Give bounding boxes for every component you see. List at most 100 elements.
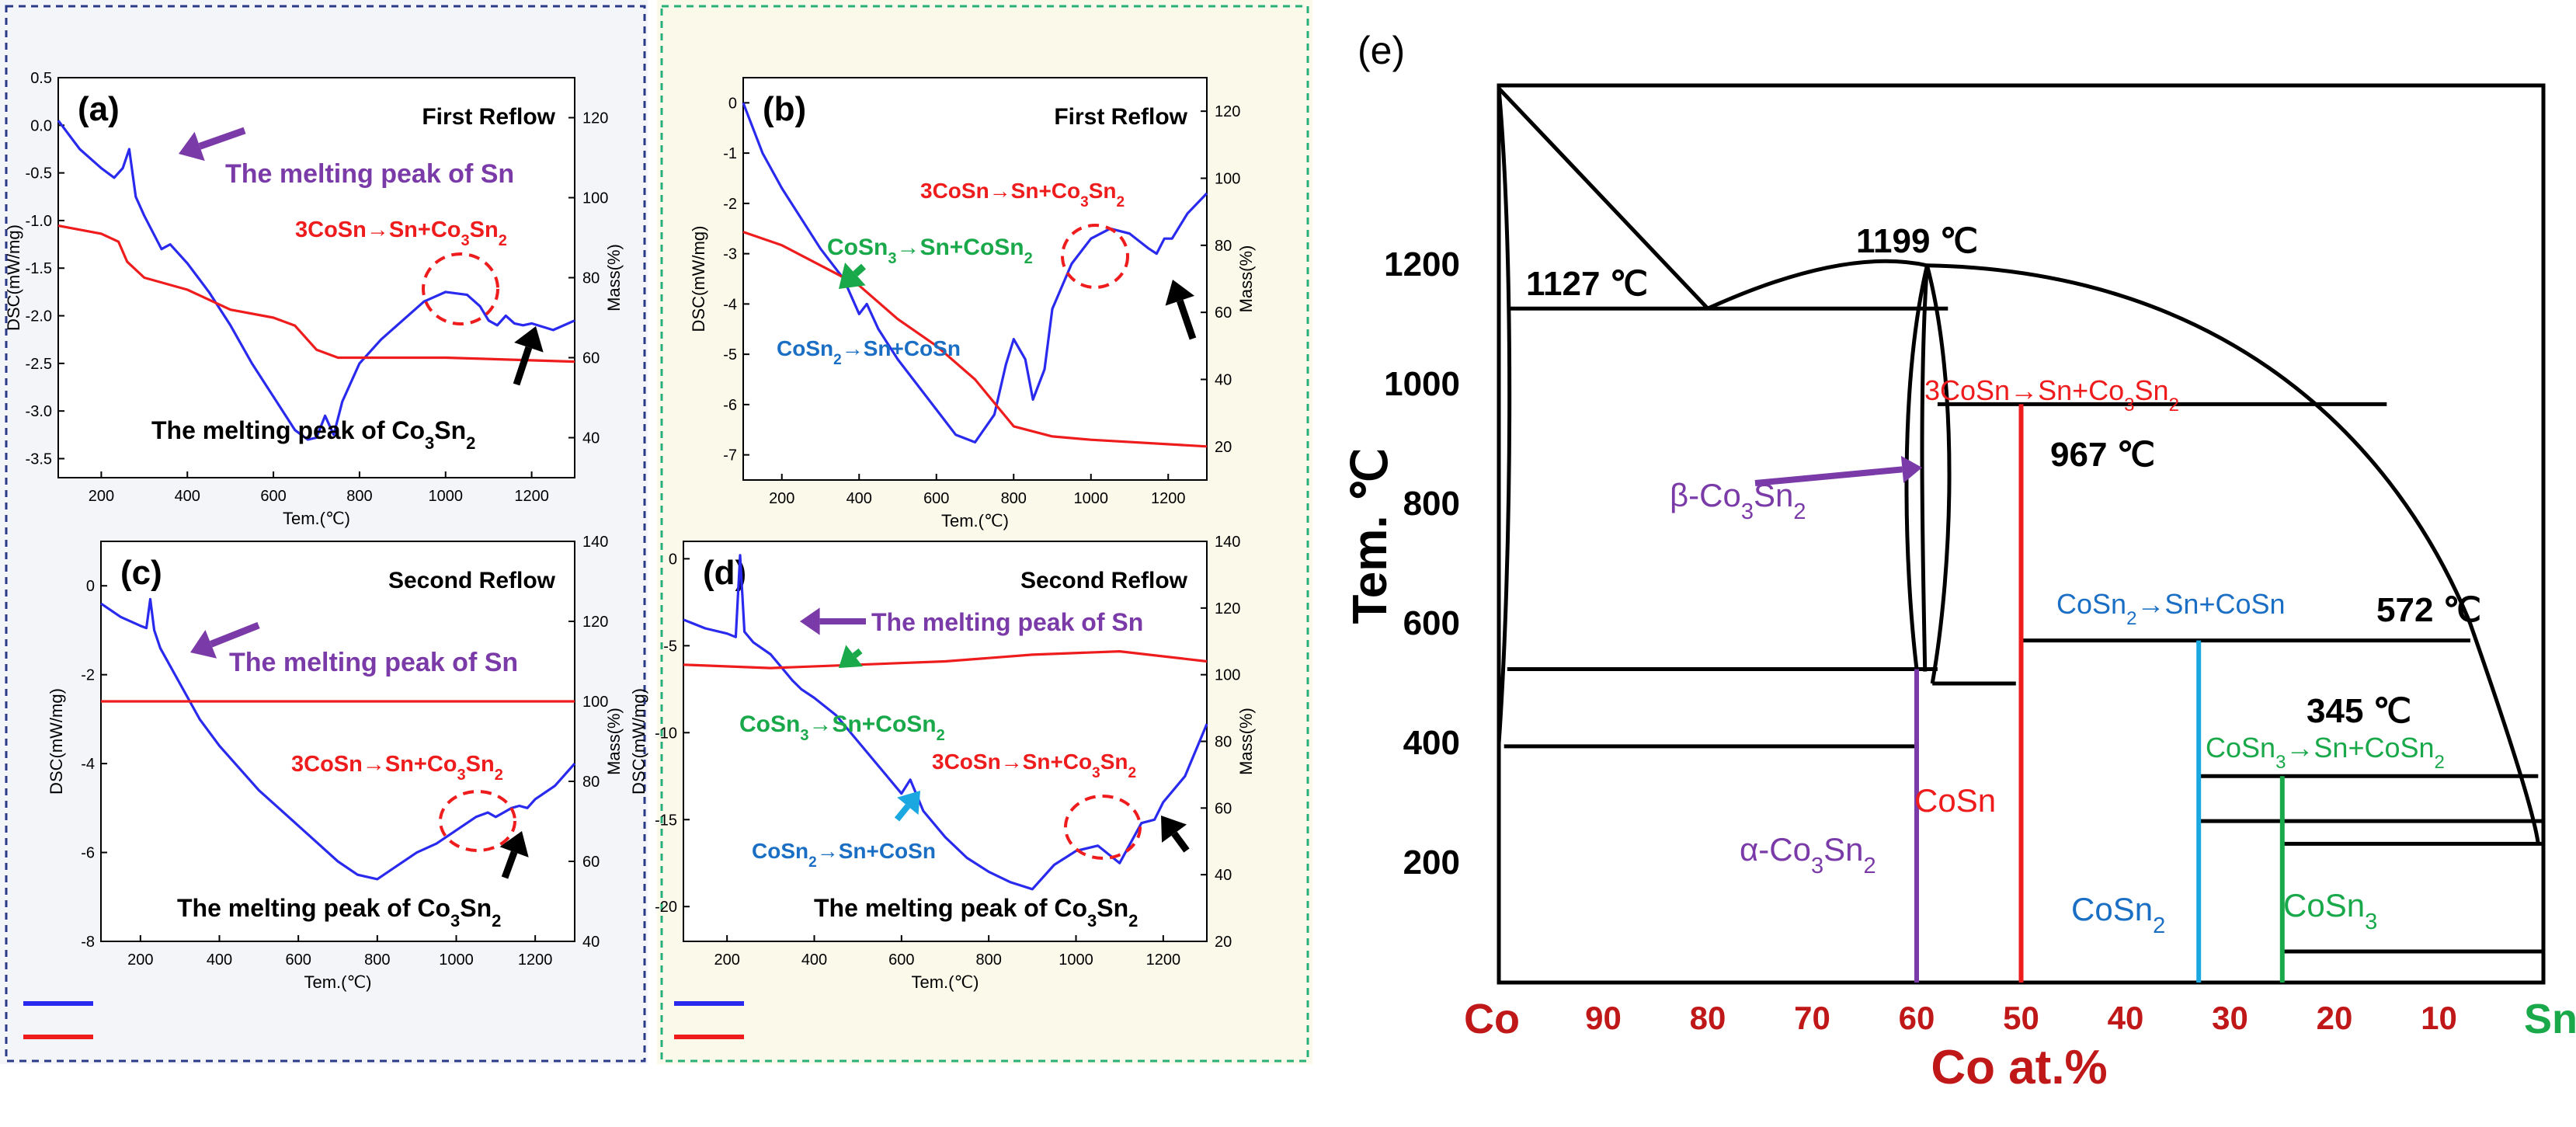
y-tick-label: -15 (655, 812, 677, 829)
x-tick-label: 400 (175, 488, 200, 505)
plot-area-d (683, 541, 1208, 942)
y2-tick-label: 100 (1215, 171, 1240, 188)
x-tick-label: 70 (1794, 1000, 1830, 1036)
y2-axis-label: Mass(%) (1236, 245, 1256, 313)
y-axis-label: DSC(mW/mg) (47, 688, 66, 795)
x-end-label-sn: Sn (2524, 996, 2576, 1042)
plot-area-c (100, 541, 575, 942)
x-tick-label: 200 (714, 951, 739, 969)
y-axis-label: DSC(mW/mg) (4, 224, 23, 331)
y-tick-label: 1200 (1384, 245, 1460, 283)
y-tick-label: -10 (655, 725, 677, 742)
y2-tick-label: 60 (582, 854, 600, 871)
panel-title: First Reflow (1054, 104, 1187, 130)
x-axis-label: Tem.(℃) (911, 972, 979, 992)
chart-a: 200 400 600 800 1000 1200 0.5 0.0 -0.5 -1.0 -1.5 -2… (4, 70, 624, 528)
arrow-cosn2 (894, 791, 920, 822)
y-tick-label: 0 (86, 578, 95, 595)
y-axis-label: DSC(mW/mg) (689, 226, 708, 332)
y-tick-label: 0 (728, 95, 737, 112)
panel-label: (b) (763, 90, 806, 128)
x-tick-label: 600 (888, 951, 914, 969)
y-tick-label: -3.0 (26, 403, 52, 420)
y-tick-label: -7 (723, 447, 737, 464)
chart-b: 200 400 600 800 1000 1200 0 -1 -2 -3 -4 -5 -6 -7 120 10… (689, 77, 1256, 530)
arrow-cosn3 (839, 262, 867, 289)
panel-label: (c) (120, 554, 162, 592)
y2-tick-label: 60 (1215, 304, 1232, 322)
y-tick-label: 400 (1403, 724, 1460, 762)
x-axis-label: Tem.(℃) (304, 972, 371, 992)
y-tick-label: 800 (1403, 485, 1460, 523)
y2-tick-label: 140 (1215, 534, 1240, 551)
temp-345: 345 ℃ (2307, 692, 2411, 730)
y2-tick-label: 60 (582, 350, 600, 367)
middle-panel-frame (660, 5, 1309, 1063)
y2-tick-label: 140 (582, 534, 608, 551)
beta-lens-right (1925, 265, 1952, 684)
y-tick-label: 200 (1403, 844, 1460, 882)
x-tick-label: 200 (769, 490, 794, 507)
arrow-cosn3 (839, 645, 864, 668)
y2-axis-label: Mass(%) (604, 244, 624, 311)
arrow-sn-peak (190, 621, 260, 659)
chart-e: (e) 1200 1000 800 600 400 200 Tem. ℃ 90 80 70 60 50 4… (1344, 29, 2576, 1094)
y-tick-label: -6 (81, 845, 95, 862)
y-tick-label: 1000 (1384, 365, 1460, 403)
arrow-co3sn2-peak (1161, 816, 1190, 853)
x-tick-label: 1200 (1151, 490, 1186, 507)
x-tick-label: 200 (127, 951, 153, 969)
arrow-co3sn2-peak (513, 326, 544, 386)
y-tick-label: -2.5 (26, 356, 52, 373)
y-tick-label: -6 (723, 397, 737, 414)
y2-tick-label: 60 (1215, 800, 1232, 817)
x-tick-label: 20 (2317, 1000, 2353, 1036)
dsc-curve (742, 102, 1208, 444)
y-tick-label: -1.0 (26, 213, 52, 230)
annotation-3cosn-reaction: 3CoSn→Sn+Co3Sn2 (295, 217, 507, 249)
y2-tick-label: 120 (1215, 103, 1240, 120)
chart-c: 200 400 600 800 1000 1200 0 -2 -4 -6 -8 140 120 100 80… (47, 534, 624, 992)
y-tick-label: -5 (663, 638, 677, 655)
x-tick-label: 30 (2212, 1000, 2248, 1036)
reaction-circle (422, 252, 499, 325)
y2-tick-label: 80 (582, 270, 600, 287)
y-tick-label: 600 (1403, 604, 1460, 642)
x-tick-label: 50 (2003, 1000, 2039, 1036)
x-tick-label: 600 (923, 490, 949, 507)
panel-title: Second Reflow (1020, 568, 1188, 593)
beta-lens-inner (1920, 265, 1929, 672)
y-tick-label: 0 (669, 551, 677, 568)
y2-tick-label: 20 (1215, 934, 1232, 951)
y2-axis-label: Mass(%) (1236, 708, 1256, 775)
x-end-label-co: Co (1464, 996, 1520, 1042)
annotation-co3sn2-melting: The melting peak of Co3Sn2 (814, 894, 1138, 930)
x-tick-label: 800 (364, 951, 390, 969)
x-tick-label: 600 (285, 951, 311, 969)
y2-axis-label: Mass(%) (604, 708, 624, 775)
x-tick-label: 400 (846, 490, 872, 507)
reaction-cosn2: CoSn2→Sn+CoSn (2056, 588, 2286, 629)
annotation-3cosn-reaction: 3CoSn→Sn+Co3Sn2 (920, 179, 1125, 210)
y2-tick-label: 40 (1215, 372, 1232, 389)
phase-cosn3: CoSn3 (2283, 887, 2377, 934)
y2-tick-label: 100 (1215, 667, 1240, 684)
x-tick-label: 60 (1899, 1000, 1935, 1036)
x-axis-label: Co at.% (1931, 1041, 2107, 1094)
arrow-sn-peak (800, 607, 866, 635)
liquidus-right (1706, 259, 2540, 844)
reaction-circle (439, 790, 516, 852)
y-tick-label: -1 (723, 145, 737, 162)
annotation-sn-melting: The melting peak of Sn (229, 648, 518, 677)
annotation-cosn3-reaction: CoSn3→Sn+CoSn2 (827, 235, 1033, 267)
annotation-3cosn-reaction: 3CoSn→Sn+Co3Sn2 (291, 752, 503, 784)
x-axis-label: Tem.(℃) (283, 509, 350, 528)
panel-label: (e) (1358, 29, 1405, 72)
arrow-beta-co3sn2 (1754, 455, 1922, 486)
y-tick-label: -4 (81, 756, 95, 773)
chart-d: 200 400 600 800 1000 1200 0 -5 -10 -15 -20 140 120 10… (629, 534, 1256, 992)
y2-tick-label: 20 (1215, 439, 1232, 456)
y2-tick-label: 120 (582, 614, 608, 631)
y-tick-label: -3 (723, 246, 737, 263)
